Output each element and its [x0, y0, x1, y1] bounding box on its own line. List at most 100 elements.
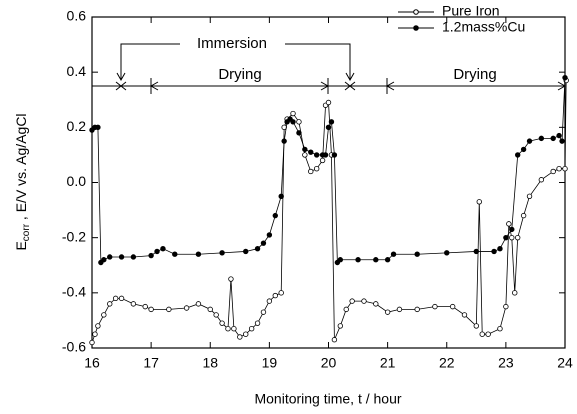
- data-point: [491, 248, 497, 255]
- data-point: [154, 248, 160, 255]
- annotation: Drying: [453, 66, 496, 83]
- data-point: [396, 306, 403, 313]
- legend-label: 1.2mass%Cu: [442, 19, 525, 35]
- data-point: [228, 276, 234, 282]
- data-point: [213, 312, 219, 318]
- data-point: [296, 130, 302, 136]
- data-point: [520, 146, 527, 153]
- data-point: [272, 292, 278, 299]
- data-point: [107, 254, 113, 260]
- data-point: [248, 325, 255, 332]
- data-point: [562, 74, 568, 81]
- y-tick-label: 0.2: [67, 118, 87, 134]
- data-point: [384, 309, 391, 315]
- data-point: [166, 306, 172, 313]
- data-point: [325, 124, 332, 131]
- data-point: [390, 251, 397, 257]
- data-point: [148, 252, 154, 259]
- data-point: [313, 166, 320, 172]
- series-line: [91, 80, 567, 343]
- legend-marker: [413, 9, 419, 15]
- data-point: [243, 331, 249, 337]
- data-point: [183, 305, 190, 311]
- data-point: [95, 323, 101, 329]
- data-point: [503, 234, 509, 241]
- data-point: [384, 257, 391, 263]
- data-point: [266, 232, 273, 238]
- data-point: [328, 119, 335, 125]
- data-point: [290, 119, 296, 125]
- x-tick-label: 18: [202, 355, 218, 371]
- data-point: [512, 290, 518, 296]
- data-point: [473, 248, 480, 255]
- data-point: [142, 303, 148, 310]
- data-point: [219, 320, 225, 326]
- data-point: [308, 149, 314, 155]
- data-point: [195, 301, 202, 307]
- data-point: [432, 303, 438, 310]
- data-point: [355, 257, 361, 263]
- y-tick-label: -0.6: [62, 339, 86, 355]
- data-point: [207, 306, 213, 313]
- data-point: [272, 212, 278, 219]
- annotation: Immersion: [197, 35, 267, 52]
- data-point: [254, 245, 261, 252]
- annotation-arrows: [91, 43, 567, 94]
- data-point: [237, 334, 243, 340]
- data-point: [319, 157, 326, 164]
- data-point: [308, 168, 314, 175]
- x-tick-label: 17: [143, 355, 159, 371]
- data-point: [95, 124, 101, 131]
- data-point: [337, 323, 344, 329]
- data-point: [497, 245, 503, 252]
- data-point: [325, 99, 332, 106]
- data-point: [461, 312, 468, 318]
- data-point: [503, 303, 509, 310]
- data-point: [414, 306, 420, 313]
- data-point: [509, 226, 515, 233]
- data-point: [243, 248, 249, 255]
- data-point: [414, 251, 420, 257]
- data-point: [497, 325, 503, 332]
- data-point: [331, 337, 338, 343]
- data-point: [444, 250, 450, 256]
- data-point: [231, 325, 237, 332]
- y-tick-label: 0.6: [67, 8, 87, 24]
- data-point: [322, 152, 329, 158]
- legend-marker: [413, 25, 419, 31]
- data-point: [112, 295, 119, 302]
- data-point: [556, 132, 562, 139]
- data-point: [278, 290, 284, 296]
- data-point: [302, 146, 308, 153]
- x-tick-label: 20: [321, 355, 337, 371]
- y-tick-label: -0.2: [62, 228, 86, 244]
- data-point: [92, 331, 98, 337]
- data-point: [219, 250, 225, 256]
- data-point: [550, 168, 556, 175]
- data-point: [89, 339, 95, 346]
- data-point: [485, 331, 491, 337]
- data-point: [296, 119, 302, 125]
- data-point: [556, 166, 562, 172]
- y-tick-label: 0.0: [67, 173, 87, 189]
- data-point: [361, 298, 367, 304]
- data-point: [281, 138, 287, 144]
- data-point: [225, 325, 231, 332]
- data-point: [118, 295, 125, 302]
- data-point: [107, 301, 113, 307]
- data-point: [172, 251, 178, 257]
- y-label-main: E: [13, 241, 29, 250]
- data-point: [526, 138, 533, 144]
- data-point: [160, 245, 166, 252]
- data-point: [449, 303, 456, 310]
- x-tick-label: 16: [84, 355, 100, 371]
- data-point: [538, 135, 545, 142]
- data-point: [520, 212, 527, 219]
- data-point: [506, 221, 512, 227]
- data-point: [118, 254, 125, 260]
- y-tick-label: 0.4: [67, 63, 87, 79]
- data-point: [278, 193, 284, 199]
- data-point: [331, 152, 338, 158]
- y-tick-label: -0.4: [62, 284, 86, 300]
- y-axis-label: Ecorr , E/V vs. Ag/AgCl: [13, 113, 32, 250]
